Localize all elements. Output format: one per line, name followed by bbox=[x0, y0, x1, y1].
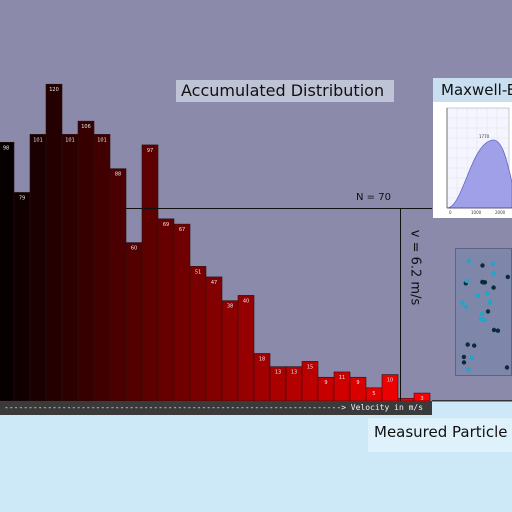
particle bbox=[478, 316, 484, 321]
histogram-bar bbox=[29, 134, 47, 401]
particle bbox=[504, 365, 510, 370]
histogram-bar bbox=[157, 218, 175, 401]
particle bbox=[491, 327, 497, 333]
histogram-bar-label: 60 bbox=[131, 246, 137, 252]
measurement-horizontal-line bbox=[126, 208, 432, 209]
particle bbox=[466, 258, 471, 263]
histogram-bar bbox=[141, 144, 159, 401]
particle-field bbox=[460, 258, 510, 372]
histogram-bar-label: 97 bbox=[147, 148, 153, 154]
histogram-bar-label: 18 bbox=[259, 356, 265, 362]
accumulated-distribution-title: Accumulated Distribution bbox=[176, 80, 394, 102]
maxwell-curve bbox=[446, 139, 512, 209]
histogram-bar-label: 88 bbox=[115, 172, 121, 178]
particle bbox=[491, 285, 496, 290]
histogram-bar-label: 9 bbox=[356, 380, 359, 386]
histogram-bar-label: 120 bbox=[49, 87, 59, 93]
maxwell-curve-chart: 1770 0 1000 2000 bbox=[446, 107, 512, 215]
histogram-bar-label: 10 bbox=[387, 378, 393, 384]
histogram-bar-label: 98 bbox=[3, 145, 9, 151]
histogram-bar-label: 69 bbox=[163, 222, 169, 228]
particle bbox=[485, 309, 491, 314]
histogram-bar-label: 9 bbox=[324, 380, 327, 386]
histogram-bar-label: 101 bbox=[33, 137, 43, 143]
particle bbox=[463, 304, 469, 309]
histogram-bar-label: 38 bbox=[227, 304, 233, 310]
particle bbox=[461, 354, 467, 360]
particle bbox=[485, 291, 490, 296]
histogram-bar-label: 11 bbox=[339, 375, 345, 381]
histogram-bar-label: 67 bbox=[179, 227, 185, 233]
particle bbox=[482, 317, 487, 323]
particle bbox=[481, 280, 486, 285]
particle bbox=[480, 311, 485, 316]
measured-particle-title: Measured Particle bbox=[368, 418, 512, 452]
histogram-bar-label: 5 bbox=[372, 391, 375, 397]
mini-x-tick-2: 2000 bbox=[495, 210, 506, 215]
particle bbox=[495, 328, 501, 333]
particle bbox=[461, 360, 467, 365]
histogram-bar bbox=[0, 141, 15, 401]
velocity-axis-label: ----------------------------------------… bbox=[4, 403, 424, 412]
histogram-bar bbox=[221, 300, 239, 401]
histogram-bar-label: 101 bbox=[97, 137, 107, 143]
particle bbox=[491, 271, 496, 276]
particle bbox=[464, 278, 469, 284]
particle bbox=[505, 274, 510, 280]
particle bbox=[469, 355, 475, 360]
particle bbox=[480, 263, 485, 268]
particle bbox=[460, 300, 465, 305]
histogram-bar-label: 47 bbox=[211, 280, 217, 286]
floor-line bbox=[432, 400, 512, 401]
measurement-vertical-line bbox=[400, 208, 401, 401]
histogram-bar-label: 13 bbox=[291, 370, 297, 376]
velocity-readout: v = 6.2 m/s bbox=[400, 224, 430, 314]
histogram-bar-label: 15 bbox=[307, 364, 313, 370]
histogram-bar bbox=[125, 242, 143, 401]
histogram-bar-label: 40 bbox=[243, 298, 249, 304]
histogram-bar bbox=[109, 168, 127, 401]
histogram-bar bbox=[173, 223, 191, 401]
velocity-readout-text: v = 6.2 m/s bbox=[407, 229, 423, 306]
histogram-bar-label: 101 bbox=[65, 137, 75, 143]
histogram-bar-label: 51 bbox=[195, 269, 201, 275]
histogram-bar bbox=[381, 374, 399, 401]
histogram-bar bbox=[93, 134, 111, 401]
histogram-bar bbox=[13, 192, 31, 401]
particle bbox=[465, 342, 470, 347]
histogram-bar-label: 106 bbox=[81, 124, 91, 130]
mini-peak-label: 1770 bbox=[479, 134, 490, 139]
histogram-bar bbox=[77, 120, 95, 401]
histogram-bar bbox=[237, 295, 255, 401]
histogram-bar bbox=[205, 276, 223, 401]
mini-x-tick-1: 1000 bbox=[471, 210, 482, 215]
accumulated-histogram: 98 79 101 120 101 106 101 88 60 97 69 67 51 47 38 40 18 1… bbox=[0, 83, 431, 401]
velocity-axis-bar bbox=[0, 401, 432, 415]
histogram-bar bbox=[45, 83, 63, 401]
maxwell-boltzmann-graph: 1770 0 1000 2000 bbox=[433, 102, 512, 218]
histogram-bar-label: 79 bbox=[19, 195, 25, 201]
histogram-bar bbox=[61, 134, 79, 401]
histogram-bar-label: 3 bbox=[420, 396, 423, 401]
mini-x-tick-0: 0 bbox=[449, 210, 452, 215]
particle-count-label: N = 70 bbox=[356, 192, 391, 203]
particle bbox=[487, 299, 493, 304]
histogram-bar bbox=[189, 266, 207, 401]
particle-simulation-box bbox=[455, 248, 512, 376]
histogram-bar-label: 13 bbox=[275, 370, 281, 376]
maxwell-boltzmann-title: Maxwell-B bbox=[433, 78, 512, 102]
particle bbox=[490, 261, 496, 267]
particle bbox=[472, 343, 477, 348]
particle bbox=[466, 367, 471, 372]
particle bbox=[475, 293, 480, 298]
